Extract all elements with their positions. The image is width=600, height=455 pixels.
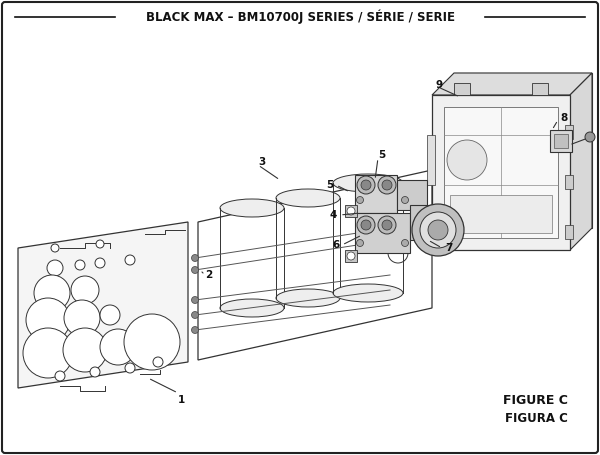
Text: FIGURE C: FIGURE C xyxy=(503,394,568,406)
Bar xyxy=(397,180,427,210)
Ellipse shape xyxy=(51,244,59,252)
Bar xyxy=(450,195,552,233)
Ellipse shape xyxy=(276,189,340,207)
Circle shape xyxy=(412,204,464,256)
Circle shape xyxy=(382,180,392,190)
Ellipse shape xyxy=(153,357,163,367)
Ellipse shape xyxy=(220,299,284,317)
Ellipse shape xyxy=(125,363,135,373)
Circle shape xyxy=(347,207,355,215)
Ellipse shape xyxy=(96,240,104,248)
Circle shape xyxy=(378,176,396,194)
Text: 5: 5 xyxy=(378,150,385,160)
Ellipse shape xyxy=(220,199,284,217)
Bar xyxy=(532,83,548,95)
Polygon shape xyxy=(454,73,592,228)
Text: 7: 7 xyxy=(445,243,452,253)
Ellipse shape xyxy=(124,314,180,370)
Text: 8: 8 xyxy=(560,113,567,123)
Circle shape xyxy=(447,140,487,180)
Bar xyxy=(454,83,470,95)
Ellipse shape xyxy=(276,289,340,307)
Circle shape xyxy=(356,197,364,203)
Bar xyxy=(410,205,438,240)
Circle shape xyxy=(585,132,595,142)
Ellipse shape xyxy=(333,284,403,302)
Bar xyxy=(565,225,573,239)
Circle shape xyxy=(356,239,364,247)
Ellipse shape xyxy=(64,300,100,336)
Circle shape xyxy=(191,297,199,303)
Text: 1: 1 xyxy=(178,395,185,405)
Bar xyxy=(355,175,397,213)
Text: 3: 3 xyxy=(258,157,265,167)
Ellipse shape xyxy=(125,255,135,265)
Circle shape xyxy=(191,254,199,262)
Circle shape xyxy=(361,220,371,230)
Bar xyxy=(345,250,357,262)
Circle shape xyxy=(191,312,199,318)
Circle shape xyxy=(401,239,409,247)
Circle shape xyxy=(361,180,371,190)
Text: 9: 9 xyxy=(435,80,442,90)
Polygon shape xyxy=(444,107,558,238)
Polygon shape xyxy=(18,222,188,388)
Ellipse shape xyxy=(95,258,105,268)
Bar xyxy=(550,130,572,152)
Ellipse shape xyxy=(34,275,70,311)
Circle shape xyxy=(401,197,409,203)
Circle shape xyxy=(191,267,199,273)
Circle shape xyxy=(347,252,355,260)
Ellipse shape xyxy=(90,367,100,377)
Bar xyxy=(554,134,568,148)
Circle shape xyxy=(420,212,456,248)
Ellipse shape xyxy=(26,298,70,342)
Text: FIGURA C: FIGURA C xyxy=(505,411,568,425)
Bar xyxy=(345,205,357,217)
Polygon shape xyxy=(570,73,592,250)
Bar xyxy=(427,135,435,185)
Circle shape xyxy=(382,220,392,230)
Text: BLACK MAX – BM10700J SERIES / SÉRIE / SERIE: BLACK MAX – BM10700J SERIES / SÉRIE / SE… xyxy=(146,10,455,24)
Text: 6: 6 xyxy=(333,240,340,250)
Circle shape xyxy=(357,176,375,194)
Ellipse shape xyxy=(55,371,65,381)
Ellipse shape xyxy=(100,305,120,325)
Ellipse shape xyxy=(71,276,99,304)
Ellipse shape xyxy=(23,328,73,378)
Bar xyxy=(355,213,410,253)
Ellipse shape xyxy=(75,260,85,270)
Ellipse shape xyxy=(333,174,403,192)
Text: 4: 4 xyxy=(329,210,337,220)
Polygon shape xyxy=(432,73,592,95)
Circle shape xyxy=(191,327,199,334)
Text: 2: 2 xyxy=(205,270,212,280)
Circle shape xyxy=(428,220,448,240)
Ellipse shape xyxy=(100,329,136,365)
Text: 5: 5 xyxy=(326,180,333,190)
Circle shape xyxy=(357,216,375,234)
Circle shape xyxy=(378,216,396,234)
Polygon shape xyxy=(432,95,570,250)
Bar xyxy=(565,125,573,139)
Ellipse shape xyxy=(63,328,107,372)
Ellipse shape xyxy=(47,260,63,276)
Bar xyxy=(565,175,573,189)
